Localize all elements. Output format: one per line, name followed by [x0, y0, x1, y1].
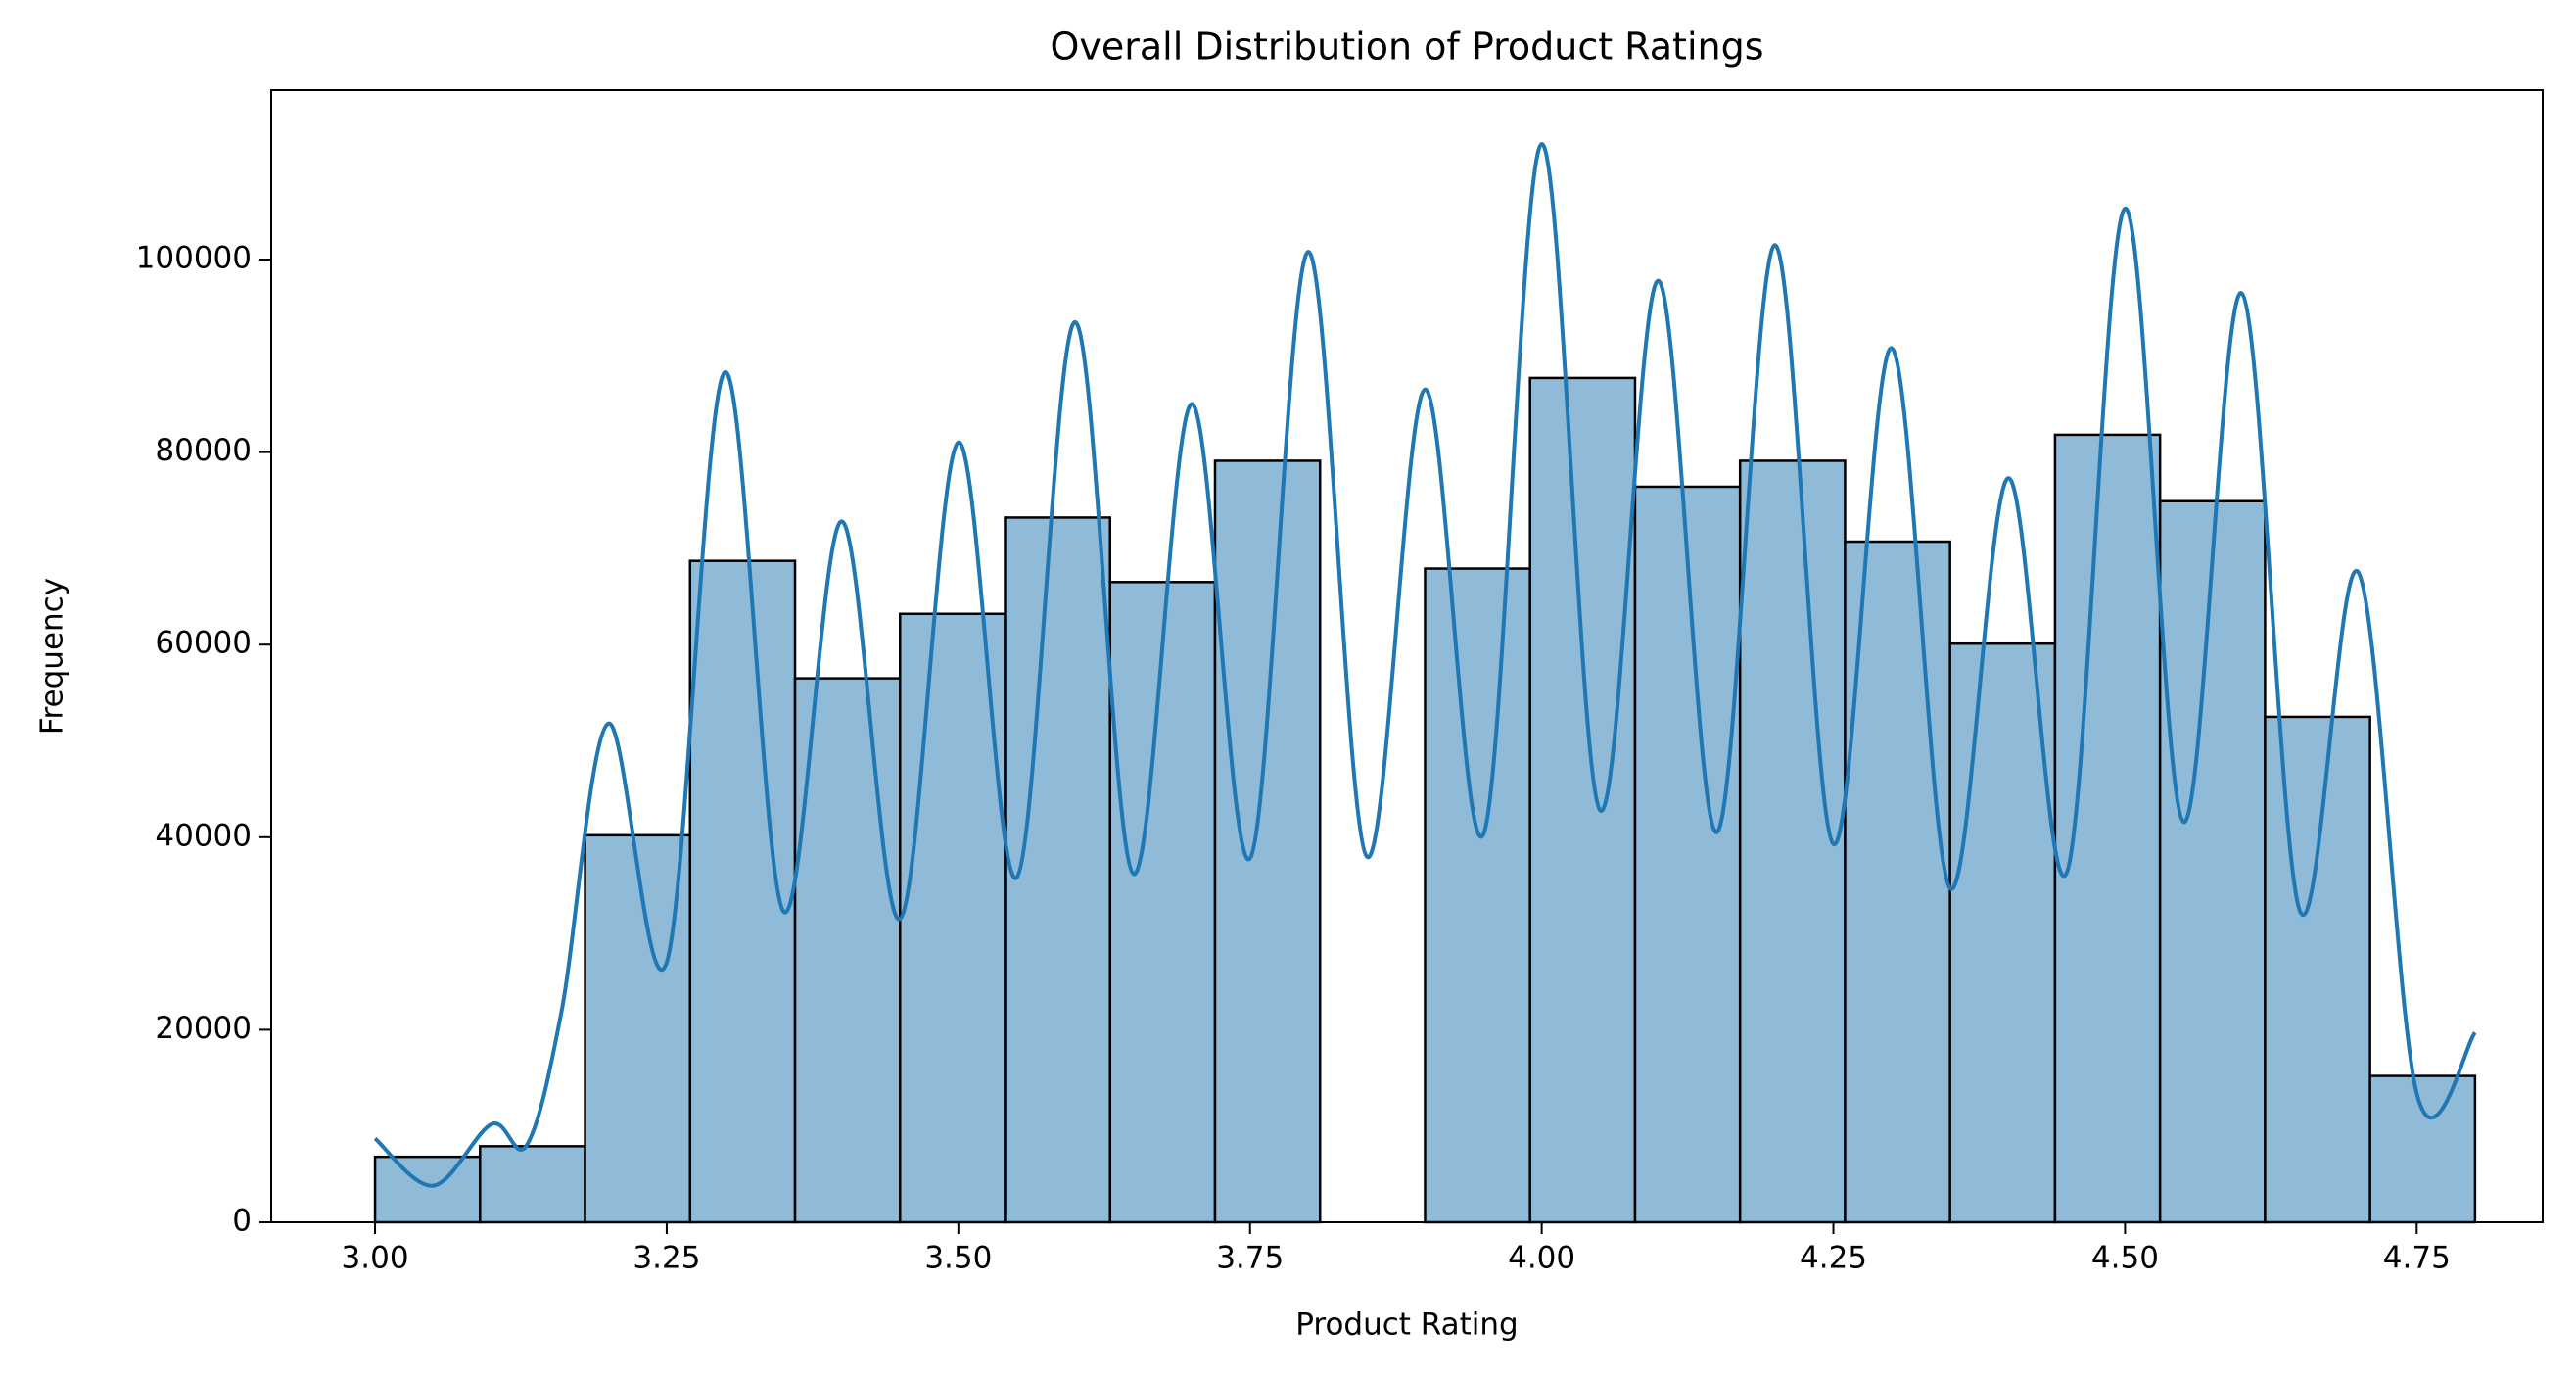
bar — [1844, 540, 1951, 1224]
x-tick-label: 3.25 — [632, 1241, 700, 1276]
bar — [1948, 641, 2057, 1224]
x-tick-label: 3.75 — [1216, 1241, 1284, 1276]
y-axis-label: Frequency — [35, 578, 70, 735]
y-tick-label: 40000 — [155, 818, 252, 853]
bar — [1213, 459, 1322, 1224]
x-tick-label: 4.75 — [2383, 1241, 2451, 1276]
bar — [2053, 433, 2162, 1224]
chart-title: Overall Distribution of Product Ratings — [1050, 25, 1763, 69]
x-tick-label: 3.50 — [924, 1241, 992, 1276]
bar — [1633, 485, 1742, 1224]
bar — [479, 1145, 586, 1224]
x-tick-label: 4.25 — [1800, 1241, 1867, 1276]
bar — [373, 1155, 482, 1224]
x-tick-label: 3.00 — [342, 1241, 409, 1276]
bar — [2368, 1074, 2477, 1224]
y-tick-label: 0 — [232, 1204, 252, 1239]
bar — [2158, 499, 2267, 1224]
y-tick-label: 80000 — [155, 433, 252, 468]
bar — [1424, 567, 1531, 1224]
bar — [584, 833, 692, 1224]
bar — [1108, 581, 1217, 1224]
bar — [2264, 715, 2371, 1224]
bar — [899, 612, 1007, 1224]
plot-frame — [270, 89, 2544, 1223]
x-tick-label: 4.50 — [2091, 1241, 2159, 1276]
bar — [1738, 459, 1847, 1224]
y-tick-label: 100000 — [136, 241, 252, 276]
x-axis-label: Product Rating — [1295, 1307, 1519, 1343]
kde-line — [373, 142, 2477, 1188]
x-tick-label: 4.00 — [1508, 1241, 1575, 1276]
bar — [1528, 376, 1637, 1224]
y-tick-label: 20000 — [155, 1011, 252, 1046]
y-tick-label: 60000 — [155, 626, 252, 661]
